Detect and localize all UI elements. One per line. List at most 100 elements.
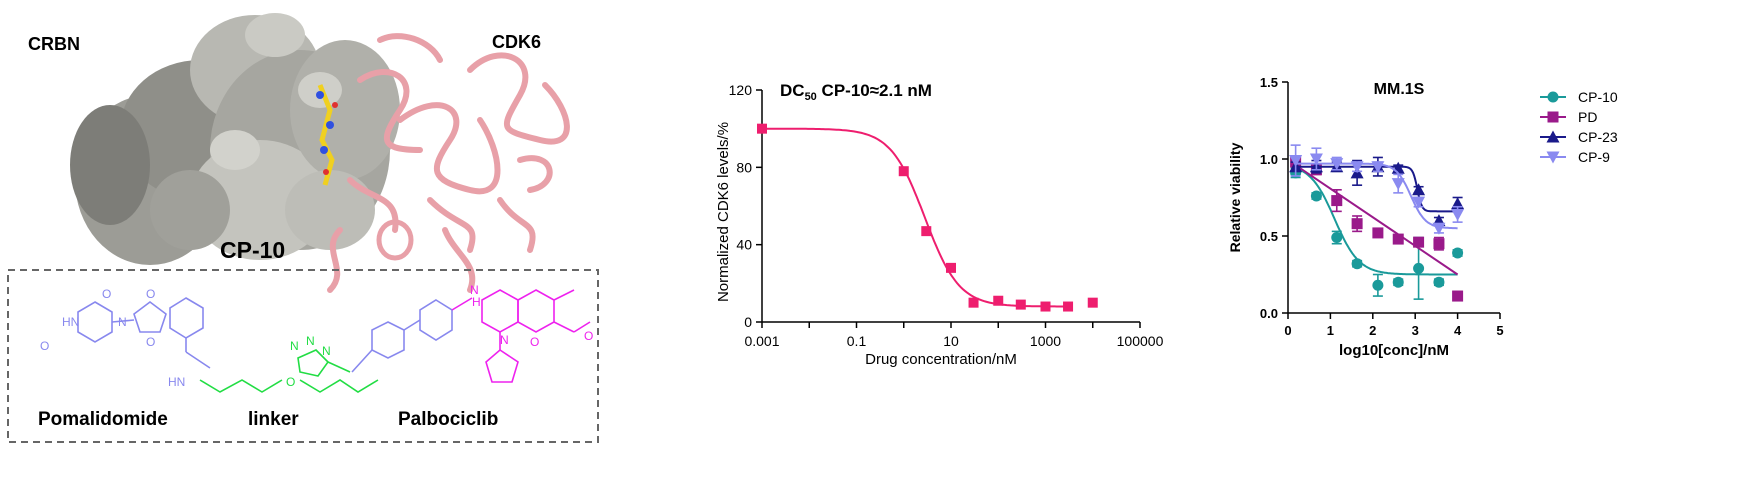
chart-c-data-point <box>1331 195 1343 207</box>
chart-c-data-point <box>1351 218 1363 230</box>
chart-b-y-tick-label: 80 <box>736 159 752 175</box>
pomalidomide-atoms: HN O O N O O HN <box>40 287 185 389</box>
chart-b-data-point <box>898 166 909 177</box>
svg-text:O: O <box>40 339 49 353</box>
chart-b-x-tick-label: 1000 <box>1030 333 1061 349</box>
chart-c-data-point <box>1372 279 1384 291</box>
svg-text:N: N <box>470 283 479 297</box>
legend-label: CP-10 <box>1578 89 1618 105</box>
chart-c-data-point <box>1451 208 1465 221</box>
compound-label: CP-10 <box>220 237 285 263</box>
svg-text:O: O <box>146 287 155 301</box>
chart-c-data-point <box>1432 222 1446 235</box>
linker-label: linker <box>248 409 299 430</box>
chart-c-x-tick-label: 4 <box>1454 323 1462 338</box>
chart-c-y-tick-label: 1.5 <box>1260 75 1278 90</box>
chart-c-x-tick-label: 1 <box>1327 323 1334 338</box>
chart-b-data-point <box>921 226 932 237</box>
piperazine-structure <box>351 299 453 373</box>
chart-c-data-point <box>1310 190 1322 202</box>
chart-b-x-tick-label: 0.1 <box>847 333 867 349</box>
legend-label: CP-23 <box>1578 129 1618 145</box>
chart-b-x-tick-label: 0.001 <box>744 333 779 349</box>
chart-c-data-point <box>1452 290 1464 302</box>
svg-text:N: N <box>306 334 315 348</box>
chart-c-data-point <box>1392 276 1404 288</box>
legend-label: PD <box>1578 109 1597 125</box>
chart-c-fit-curve <box>1295 167 1458 276</box>
chart-b-y-axis-label: Normalized CDK6 levels/% <box>715 122 732 302</box>
chart-c-y-tick-label: 1.0 <box>1260 152 1278 167</box>
svg-text:N: N <box>322 344 331 358</box>
legend-marker <box>1546 130 1560 143</box>
chart-c-data-point <box>1412 183 1426 196</box>
chart-c-fit-curve <box>1295 164 1459 276</box>
svg-text:N: N <box>290 339 299 353</box>
chart-c-data-point <box>1309 153 1323 166</box>
svg-text:O: O <box>102 287 111 301</box>
cdk6-label: CDK6 <box>492 32 541 52</box>
chart-b-data-point <box>993 295 1004 306</box>
pomalidomide-label: Pomalidomide <box>38 409 168 430</box>
chart-b-title: DC50 CP-10≈2.1 nM <box>780 81 932 103</box>
chart-c-data-point <box>1289 155 1303 168</box>
chart-b-data-point <box>968 297 979 308</box>
chart-b-data-point <box>1015 299 1026 310</box>
chart-c-data-point <box>1433 276 1445 288</box>
chart-b-x-tick-label: 100000 <box>1117 333 1164 349</box>
linker-structure <box>199 349 379 393</box>
chart-b-data-point <box>1040 301 1051 312</box>
svg-text:N: N <box>500 333 509 347</box>
chart-c-x-tick-label: 2 <box>1369 323 1376 338</box>
palbociclib-atoms: N H N O O <box>470 283 593 349</box>
svg-text:H: H <box>472 295 481 309</box>
chart-b-data-point <box>757 123 767 134</box>
svg-text:O: O <box>146 335 155 349</box>
chart-c-x-tick-label: 0 <box>1284 323 1291 338</box>
svg-text:O: O <box>530 335 539 349</box>
chart-c-x-tick-label: 3 <box>1412 323 1419 338</box>
svg-text:N: N <box>118 315 127 329</box>
structure-panel: CRBN CDK6 CP-10 HN O O N O O HN <box>0 0 680 498</box>
chart-c-y-tick-label: 0.0 <box>1260 306 1278 321</box>
chart-c-data-point <box>1372 227 1384 239</box>
chart-c-data-point <box>1413 262 1425 274</box>
chart-b-x-axis-label: Drug concentration/nM <box>865 351 1017 368</box>
ligand-cp10 <box>316 84 338 186</box>
chart-c-title: MM.1S <box>1374 81 1425 98</box>
chart-c-data-point <box>1412 196 1426 209</box>
chart-b-y-tick-label: 0 <box>744 314 752 330</box>
chart-c-data-point <box>1392 233 1404 245</box>
chart-c-data-point <box>1330 158 1344 171</box>
chart-c-y-axis-label: Relative viability <box>1227 142 1243 252</box>
structure-figure: CRBN CDK6 CP-10 HN O O N O O HN <box>7 13 599 443</box>
legend-marker <box>1547 91 1559 103</box>
crbn-surface <box>70 13 400 265</box>
viability-chart-panel: MM.1S Relative viability log10[conc]/nM … <box>1200 0 1750 498</box>
palbociclib-label: Palbociclib <box>398 409 498 430</box>
svg-text:O: O <box>286 375 295 389</box>
chart-b-y-tick-label: 40 <box>736 237 752 253</box>
legend-marker <box>1547 111 1559 123</box>
chart-c-y-tick-label: 0.5 <box>1260 229 1278 244</box>
legend-marker <box>1546 151 1560 164</box>
degradation-chart: DC50 CP-10≈2.1 nM Normalized CDK6 levels… <box>715 81 1164 368</box>
chart-c-data-point <box>1452 247 1464 259</box>
chart-b-x-tick-label: 10 <box>943 333 959 349</box>
chart-c-data-point <box>1350 161 1364 174</box>
chart-c-x-tick-label: 5 <box>1496 323 1503 338</box>
chart-c-data-point <box>1331 232 1343 244</box>
chart-b-data-point <box>1087 297 1098 308</box>
pomalidomide-structure <box>77 297 211 369</box>
chart-b-data-point <box>1063 301 1074 312</box>
svg-text:HN: HN <box>62 315 79 329</box>
chart-b-y-tick-label: 120 <box>729 82 753 98</box>
legend-label: CP-9 <box>1578 149 1610 165</box>
viability-chart: MM.1S Relative viability log10[conc]/nM … <box>1227 75 1618 359</box>
linker-atoms: O N N N <box>286 334 331 389</box>
chart-c-data-point <box>1413 236 1425 248</box>
chart-b-fit-curve <box>762 127 1068 308</box>
chart-c-data-point <box>1351 258 1363 270</box>
crbn-label: CRBN <box>28 34 80 54</box>
chart-c-data-point <box>1433 238 1445 250</box>
